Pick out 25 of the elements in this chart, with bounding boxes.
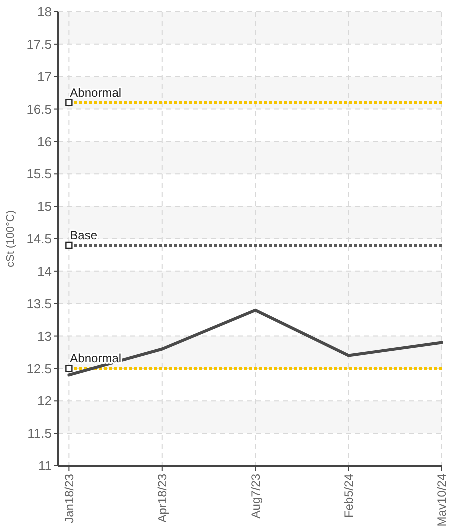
y-tick-label: 14.5 (26, 232, 52, 247)
y-tick-label: 11 (38, 458, 52, 474)
x-tick-label: Feb5/24 (342, 474, 356, 518)
y-tick-label: 11.5 (28, 426, 52, 442)
y-tick-label: 13 (38, 328, 52, 344)
y-tick-label: 15 (38, 199, 52, 214)
x-tick-label: Jan18/23 (62, 474, 76, 524)
y-axis-title: cSt (100°C) (5, 210, 17, 268)
y-tick-label: 17.5 (26, 36, 52, 52)
line-series (68, 308, 444, 377)
y-tick-label: 12.5 (26, 361, 52, 376)
y-tick-label: 17 (38, 69, 52, 84)
y-tick-label: 16.5 (26, 102, 52, 117)
x-tick-label: Mav10/24 (435, 474, 450, 527)
y-tick-label: 15.5 (26, 166, 52, 182)
y-tick-label: 13.5 (26, 296, 52, 312)
ref-line-label: Base (70, 228, 98, 242)
x-tick-label: Aug7/23 (248, 474, 263, 519)
y-tick-label: 12 (38, 394, 52, 409)
y-tick-label: 18 (38, 4, 52, 20)
y-tick-label: 16 (38, 134, 52, 150)
ref-line-label: Abnormal (70, 352, 122, 366)
x-tick-label: Apr18/23 (156, 474, 170, 523)
ref-line-label: Abnormal (70, 86, 122, 100)
y-tick-label: 14 (38, 264, 52, 279)
